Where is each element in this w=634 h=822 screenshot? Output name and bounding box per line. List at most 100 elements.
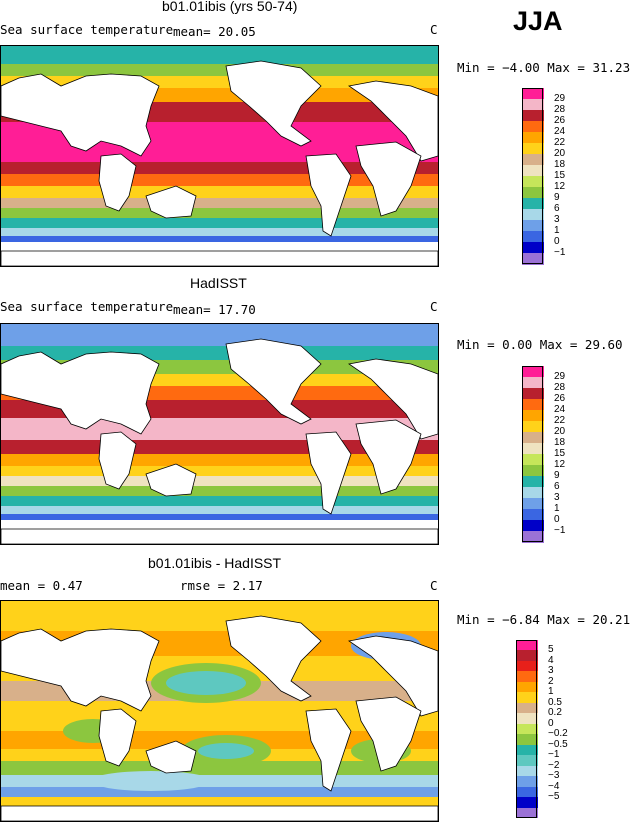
legend-label: 1 [554, 225, 560, 236]
legend-label: 9 [554, 192, 560, 203]
legend-swatch [516, 640, 538, 651]
legend-swatch [516, 702, 538, 714]
panel-3-map-svg [1, 601, 438, 821]
legend-swatch [522, 154, 544, 166]
panel-1-map [0, 45, 439, 267]
legend-swatch [522, 388, 544, 400]
panel-2-legend: 29 28 26 24 22 20 18 15 12 9 6 3 1 0 −1 [522, 366, 582, 543]
legend-outline [522, 366, 543, 542]
legend-swatch [522, 132, 544, 144]
legend-outline [516, 640, 537, 818]
legend-swatch [522, 377, 544, 389]
legend-label: 1 [548, 686, 554, 698]
legend-label: −1 [548, 749, 560, 761]
legend-label: 24 [554, 126, 566, 137]
legend-label: 0 [548, 717, 554, 729]
legend-swatch [516, 744, 538, 756]
legend-label: 0 [554, 514, 560, 525]
legend-label: 18 [554, 159, 566, 170]
panel-2-units: C [430, 299, 438, 314]
legend-swatch [522, 99, 544, 111]
legend-swatch [516, 755, 538, 767]
legend-swatch [522, 242, 544, 254]
legend-swatch [522, 198, 544, 210]
legend-swatch [522, 110, 544, 122]
legend-label: 26 [554, 393, 566, 404]
legend-swatch [522, 520, 544, 532]
legend-label: 6 [554, 203, 560, 214]
legend-label: 4 [548, 654, 554, 666]
legend-swatch [522, 498, 544, 510]
legend-swatch [522, 421, 544, 433]
legend-swatch [522, 476, 544, 488]
panel-3-rmse: rmse = 2.17 [180, 578, 263, 593]
legend-swatch [522, 121, 544, 133]
legend-label: 3 [548, 665, 554, 677]
legend-swatch [522, 231, 544, 243]
panel-3-map [0, 600, 439, 822]
legend-swatch [516, 692, 538, 704]
legend-label: 1 [554, 503, 560, 514]
legend-label: 15 [554, 170, 566, 181]
legend-swatch [522, 366, 544, 378]
panel-1-map-svg [1, 46, 438, 266]
legend-swatch [522, 509, 544, 521]
legend-label: 2 [548, 675, 554, 687]
legend-label: 0.2 [548, 707, 562, 719]
legend-swatch [522, 220, 544, 232]
panel-3-mean: mean = 0.47 [0, 578, 83, 593]
legend-label: 29 [554, 93, 566, 104]
legend-label: 28 [554, 382, 566, 393]
legend-label: 0.5 [548, 696, 562, 708]
legend-swatch [516, 734, 538, 746]
legend-label: −3 [548, 770, 560, 782]
legend-swatch [516, 786, 538, 798]
legend-swatch [522, 454, 544, 466]
legend-label: −5 [548, 791, 560, 803]
legend-label: −2 [548, 759, 560, 771]
legend-label: 6 [554, 481, 560, 492]
legend-swatch [516, 776, 538, 788]
legend-swatch [516, 797, 538, 809]
panel-1-mean: mean= 20.05 [173, 24, 256, 39]
season-label: JJA [513, 6, 563, 36]
panel-1-field-label: Sea surface temperature [0, 22, 174, 37]
panel-3-minmax: Min = −6.84 Max = 20.21 [457, 612, 631, 627]
legend-swatch [522, 209, 544, 221]
legend-label: 20 [554, 426, 566, 437]
legend-swatch [516, 660, 538, 672]
legend-label: −0.2 [548, 728, 568, 740]
legend-label: 28 [554, 104, 566, 115]
legend-label: −1 [554, 525, 566, 536]
legend-swatch [522, 253, 544, 265]
legend-label: 24 [554, 404, 566, 415]
legend-label: 20 [554, 148, 566, 159]
panel-1-minmax: Min = −4.00 Max = 31.23 [457, 60, 631, 75]
legend-label: 29 [554, 371, 566, 382]
legend-label: 5 [548, 644, 554, 656]
legend-label: 12 [554, 181, 566, 192]
legend-swatch [522, 531, 544, 543]
legend-outline [522, 88, 543, 264]
legend-label: −0.5 [548, 738, 568, 750]
legend-swatch [522, 443, 544, 455]
legend-swatch [522, 399, 544, 411]
panel-3-legend: 5 4 3 2 1 0.5 0.2 0 −0.2 −0.5 −1 −2 −3 −4 −5 [516, 640, 576, 819]
legend-swatch [522, 165, 544, 177]
legend-label: 9 [554, 470, 560, 481]
legend-label: 22 [554, 137, 566, 148]
legend-label: 0 [554, 236, 560, 247]
panel-3-units: C [430, 578, 438, 593]
legend-label: −1 [554, 247, 566, 258]
legend-swatch [516, 807, 538, 819]
panel-1-title: b01.01ibis (yrs 50-74) [162, 0, 298, 14]
legend-swatch [516, 765, 538, 777]
legend-swatch [522, 143, 544, 155]
legend-swatch [516, 671, 538, 683]
legend-label: −4 [548, 780, 560, 792]
legend-label: 15 [554, 448, 566, 459]
legend-swatch [516, 713, 538, 725]
panel-2-field-label: Sea surface temperature [0, 299, 174, 314]
panel-2-map-svg [1, 324, 438, 544]
legend-swatch [522, 187, 544, 199]
